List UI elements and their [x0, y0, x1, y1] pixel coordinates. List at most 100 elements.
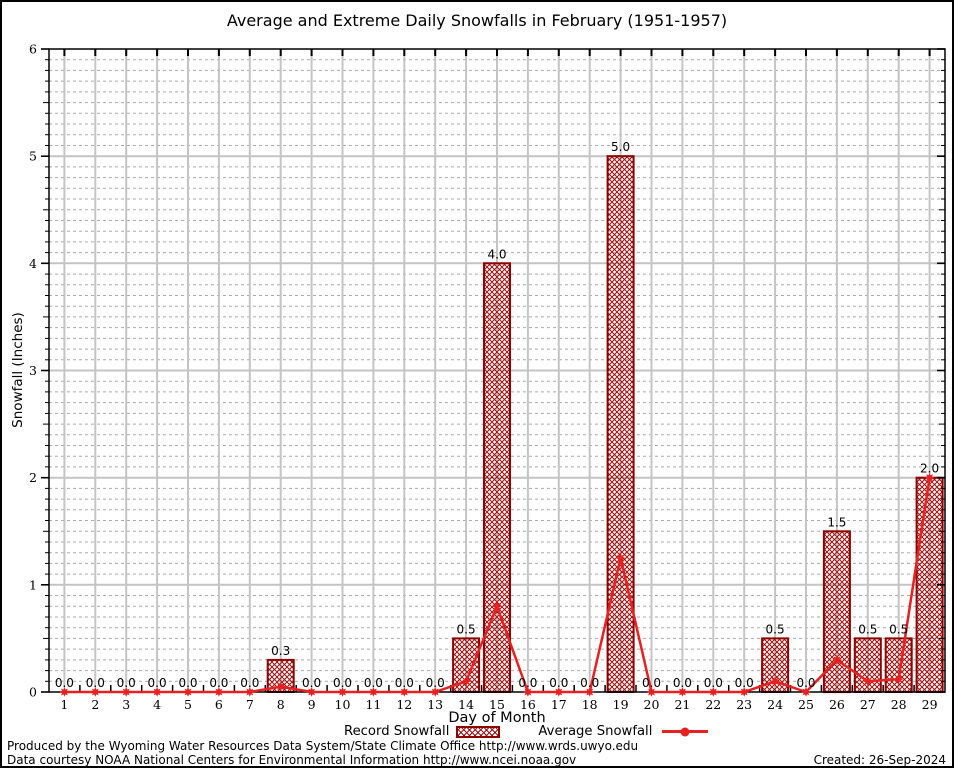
x-tick-label: 18: [582, 697, 598, 712]
x-tick-label: 12: [396, 697, 412, 712]
y-tick-label: 2: [29, 470, 37, 485]
legend-record-label: Record Snowfall: [344, 724, 450, 739]
value-label-day-29: 2.0: [920, 462, 939, 476]
x-tick-label: 28: [891, 697, 907, 712]
x-tick-label: 16: [520, 697, 536, 712]
value-label-day-18: 0.0: [580, 676, 599, 690]
y-tick-label: 3: [29, 363, 37, 378]
average-marker-day-25: [801, 687, 811, 697]
average-marker-day-24: [770, 676, 780, 687]
average-marker-day-1: [59, 687, 70, 697]
value-label-day-27: 0.5: [858, 622, 877, 636]
average-marker-day-21: [677, 687, 688, 697]
value-label-day-17: 0.0: [549, 676, 568, 690]
x-tick-label: 17: [551, 697, 567, 712]
x-tick-label: 20: [644, 697, 660, 712]
x-tick-label: 21: [674, 697, 690, 712]
average-marker-day-11: [368, 687, 379, 697]
average-marker-day-20: [646, 687, 657, 697]
legend: Record Snowfall Average Snowfall: [344, 724, 709, 739]
value-label-day-15: 4.0: [487, 247, 506, 261]
value-label-day-10: 0.0: [333, 676, 352, 690]
footer-courtesy: Data courtesy NOAA National Centers for …: [7, 753, 577, 767]
value-label-day-1: 0.0: [55, 676, 74, 690]
value-label-day-25: 0.0: [796, 676, 815, 690]
average-marker-day-17: [554, 687, 564, 697]
average-marker-day-8: [275, 681, 286, 692]
x-tick-label: 25: [798, 697, 814, 712]
x-tick-label: 4: [153, 697, 161, 712]
x-tick-label: 22: [705, 697, 721, 712]
average-marker-day-6: [214, 687, 224, 697]
value-label-day-16: 0.0: [518, 676, 537, 690]
value-label-day-28: 0.5: [889, 622, 908, 636]
x-tick-label: 27: [860, 697, 876, 712]
y-tick-label: 1: [29, 577, 37, 592]
average-marker-day-22: [708, 687, 719, 697]
value-label-day-19: 5.0: [611, 140, 630, 154]
value-label-day-12: 0.0: [395, 676, 414, 690]
average-marker-day-26: [832, 655, 842, 665]
x-tick-label: 11: [365, 697, 381, 712]
average-marker-day-10: [337, 687, 348, 697]
record-bar-swatch-icon: [456, 725, 501, 738]
x-tick-label: 24: [767, 697, 783, 712]
average-marker-day-16: [523, 687, 533, 697]
x-tick-label: 5: [184, 697, 192, 712]
average-marker-day-12: [399, 687, 410, 697]
x-tick-label: 9: [308, 697, 316, 712]
record-bar-day-19: [606, 155, 635, 693]
average-line-swatch-icon: [662, 727, 709, 736]
y-tick-label: 4: [29, 256, 37, 271]
x-tick-label: 26: [829, 697, 845, 712]
x-tick-label: 10: [335, 697, 351, 712]
x-tick-label: 15: [489, 697, 505, 712]
y-tick-label: 0: [29, 685, 37, 700]
average-marker-day-29: [924, 472, 935, 483]
x-tick-label: 29: [922, 697, 938, 712]
average-marker-day-5: [183, 687, 193, 697]
x-tick-label: 7: [246, 697, 254, 712]
value-label-day-3: 0.0: [117, 676, 136, 690]
created-date: Created: 26-Sep-2024: [813, 753, 946, 767]
value-label-day-23: 0.0: [735, 676, 754, 690]
footer-row: Data courtesy NOAA National Centers for …: [7, 753, 946, 767]
value-label-day-21: 0.0: [673, 676, 692, 690]
average-marker-day-15: [492, 601, 502, 612]
average-marker-day-2: [90, 687, 101, 697]
average-marker-day-28: [893, 674, 904, 684]
x-tick-label: 2: [91, 697, 99, 712]
average-marker-day-23: [739, 687, 749, 697]
x-tick-label: 1: [60, 697, 68, 712]
value-label-day-26: 1.5: [827, 515, 846, 529]
y-tick-label: 6: [29, 42, 37, 57]
average-marker-day-4: [152, 687, 162, 697]
x-tick-label: 8: [277, 697, 285, 712]
y-tick-label: 5: [29, 149, 37, 164]
value-label-day-5: 0.0: [178, 676, 197, 690]
value-label-day-8: 0.3: [271, 644, 290, 658]
average-marker-day-9: [306, 687, 317, 697]
average-marker-day-3: [121, 687, 131, 697]
average-marker-day-7: [245, 687, 255, 697]
average-marker-day-27: [863, 676, 873, 687]
value-label-day-14: 0.5: [457, 622, 476, 636]
x-axis-title: Day of Month: [448, 710, 546, 726]
footer-producer: Produced by the Wyoming Water Resources …: [7, 739, 639, 753]
x-tick-label: 3: [122, 697, 130, 712]
value-label-day-22: 0.0: [704, 676, 723, 690]
value-label-day-13: 0.0: [426, 676, 445, 690]
value-label-day-7: 0.0: [240, 676, 259, 690]
value-label-day-2: 0.0: [86, 676, 105, 690]
average-marker-day-18: [584, 687, 595, 697]
value-label-day-4: 0.0: [148, 676, 167, 690]
record-bar-day-28: [884, 637, 913, 694]
y-axis-title: Snowfall (Inches): [10, 312, 26, 428]
x-tick-label: 13: [427, 697, 443, 712]
value-label-day-9: 0.0: [302, 676, 321, 690]
value-label-day-24: 0.5: [766, 622, 785, 636]
value-label-day-6: 0.0: [209, 676, 228, 690]
value-label-day-11: 0.0: [364, 676, 383, 690]
chart-title: Average and Extreme Daily Snowfalls in F…: [226, 11, 728, 30]
